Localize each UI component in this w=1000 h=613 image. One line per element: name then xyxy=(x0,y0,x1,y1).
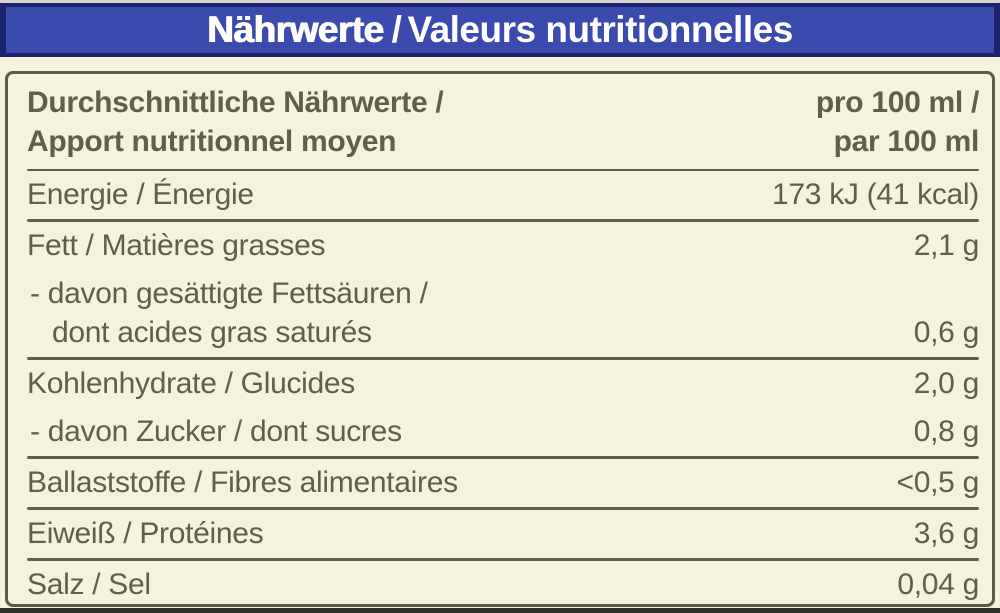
header-nutrients-line-de: Durchschnittliche Nährwerte / xyxy=(27,86,444,119)
nutrient-value: 2,0 g xyxy=(913,367,980,400)
nutrient-label: Eiweiß / Protéines xyxy=(27,517,264,550)
saturated-fat-line-fr: dont acides gras saturés xyxy=(52,316,372,349)
nutrient-label: Salz / Sel xyxy=(27,568,151,601)
divider xyxy=(27,169,979,171)
nutrient-label: Fett / Matières grasses xyxy=(27,229,326,262)
row-saturated-fat: - davon gesättigte Fettsäuren / dont aci… xyxy=(27,270,979,357)
nutrition-table: Durchschnittliche Nährwerte / Apport nut… xyxy=(5,71,995,607)
nutrient-value: 3,6 g xyxy=(913,517,980,550)
row-protein: Eiweiß / Protéines 3,6 g xyxy=(27,510,979,558)
row-salt: Salz / Sel 0,04 g xyxy=(27,561,979,608)
row-sugars: - davon Zucker / dont sucres 0,8 g xyxy=(27,408,979,456)
divider xyxy=(27,456,979,459)
nutrient-value: 0,8 g xyxy=(913,415,980,448)
header-per-100ml-line-fr: par 100 ml xyxy=(833,125,980,158)
header-nutrients-line-fr: Apport nutritionnel moyen xyxy=(27,125,397,158)
row-fat: Fett / Matières grasses 2,1 g xyxy=(27,222,979,270)
page-title: Nährwerte / Valeurs nutritionnelles xyxy=(207,11,793,50)
nutrient-value: 0,04 g xyxy=(897,568,979,601)
bottom-edge-strip xyxy=(0,608,1000,613)
title-german: Nährwerte xyxy=(207,8,384,50)
title-french: Valeurs nutritionnelles xyxy=(407,8,793,50)
nutrient-value: 0,6 g xyxy=(913,316,980,349)
nutrient-label: Energie / Énergie xyxy=(27,178,254,211)
nutrient-value: 173 kJ (41 kcal) xyxy=(772,178,979,211)
row-carbohydrates: Kohlenhydrate / Glucides 2,0 g xyxy=(27,360,979,408)
header-per-100ml-line-de: pro 100 ml / xyxy=(815,86,979,119)
title-separator: / xyxy=(391,8,402,50)
header-per-100ml-label: pro 100 ml / par 100 ml xyxy=(816,83,979,161)
table-header-row: Durchschnittliche Nährwerte / Apport nut… xyxy=(27,74,979,169)
saturated-fat-line-de: - davon gesättigte Fettsäuren / xyxy=(30,277,428,310)
nutrient-value: 2,1 g xyxy=(913,229,980,262)
row-energy: Energie / Énergie 173 kJ (41 kcal) xyxy=(27,171,979,219)
top-edge-strip xyxy=(0,0,1000,3)
divider xyxy=(27,558,979,561)
divider xyxy=(27,357,979,360)
title-bar: Nährwerte / Valeurs nutritionnelles xyxy=(0,3,1000,57)
nutrient-label: - davon gesättigte Fettsäuren / dont aci… xyxy=(27,274,904,352)
nutrient-value: <0,5 g xyxy=(896,466,980,499)
nutrient-label: Kohlenhydrate / Glucides xyxy=(27,367,356,400)
header-nutrients-label: Durchschnittliche Nährwerte / Apport nut… xyxy=(27,83,444,161)
divider xyxy=(27,219,979,222)
nutrient-label: - davon Zucker / dont sucres xyxy=(30,415,402,448)
divider xyxy=(27,507,979,510)
nutrient-label: Ballaststoffe / Fibres alimentaires xyxy=(27,466,458,499)
row-fiber: Ballaststoffe / Fibres alimentaires <0,5… xyxy=(27,459,979,507)
